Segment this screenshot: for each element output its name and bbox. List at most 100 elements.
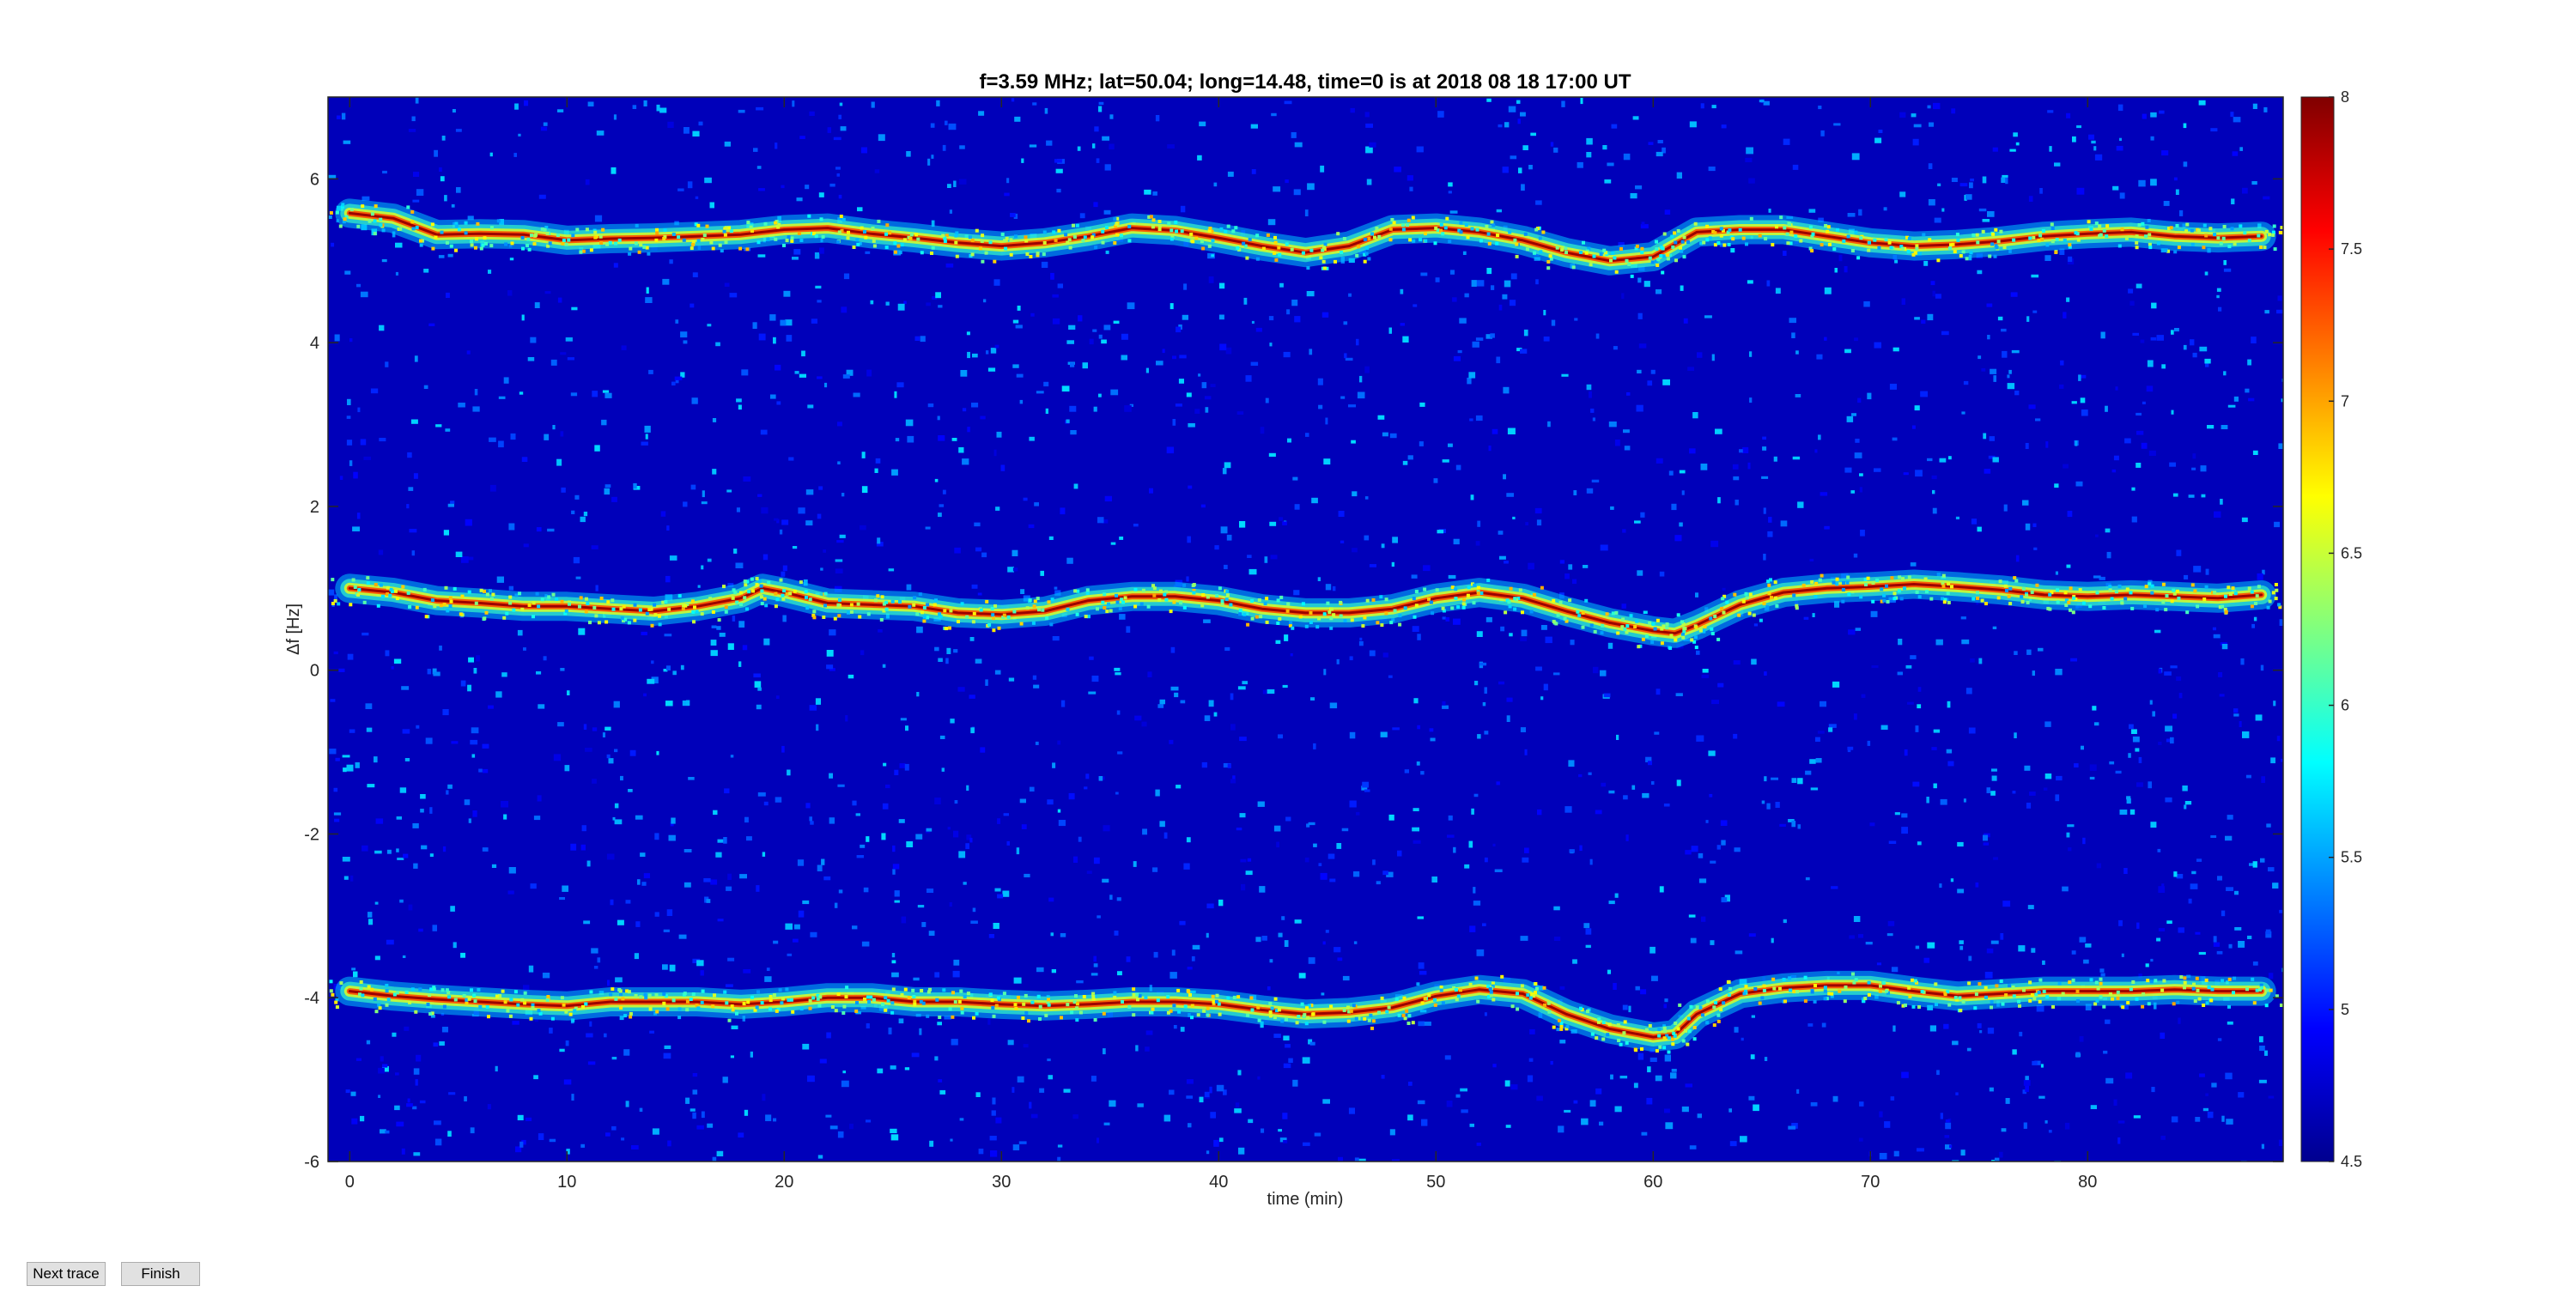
noise-cell (587, 1061, 596, 1065)
trace-speckle (942, 988, 946, 992)
trace-speckle (1670, 234, 1674, 239)
noise-cell (635, 921, 641, 927)
noise-cell (1832, 1095, 1838, 1102)
trace-speckle (1384, 597, 1388, 602)
noise-cell (664, 1045, 671, 1049)
noise-cell (1490, 333, 1495, 338)
trace-speckle (1660, 641, 1664, 646)
noise-cell (935, 292, 941, 299)
noise-cell (2054, 483, 2059, 488)
noise-cell (602, 732, 605, 737)
noise-cell (1849, 935, 1855, 939)
trace-speckle (2233, 591, 2238, 596)
trace-speckle (1971, 233, 1976, 237)
noise-cell (1536, 519, 1542, 526)
trace-speckle (353, 585, 357, 589)
trace-speckle (1406, 1022, 1411, 1025)
noise-cell (930, 123, 935, 128)
trace-speckle (1456, 605, 1461, 610)
next-trace-button[interactable]: Next trace (27, 1262, 106, 1286)
noise-cell (817, 513, 822, 519)
noise-cell (534, 302, 540, 308)
noise-cell (891, 960, 896, 964)
trace-speckle (2072, 596, 2076, 600)
noise-cell (1054, 159, 1062, 163)
trace-speckle (627, 621, 631, 625)
trace-speckle (1014, 1007, 1018, 1010)
trace-speckle (992, 1014, 996, 1018)
noise-cell (1362, 781, 1369, 788)
trace-speckle (1455, 998, 1459, 1002)
noise-cell (2191, 870, 2196, 875)
trace-speckle (909, 233, 914, 237)
trace-speckle (523, 991, 527, 995)
trace-speckle (968, 235, 972, 240)
noise-cell (1468, 372, 1476, 379)
noise-cell (1141, 721, 1147, 727)
noise-cell (1305, 433, 1309, 437)
noise-cell (1291, 132, 1297, 138)
finish-button[interactable]: Finish (121, 1262, 200, 1286)
trace-speckle (1648, 256, 1652, 260)
noise-cell (1933, 729, 1941, 733)
trace-speckle (2169, 226, 2173, 230)
noise-cell (1338, 511, 1345, 517)
noise-cell (1364, 496, 1369, 500)
trace-speckle (1492, 223, 1496, 227)
trace-speckle (1246, 1013, 1250, 1017)
noise-cell (2170, 665, 2178, 669)
noise-cell (1278, 734, 1283, 739)
noise-cell (967, 427, 970, 433)
trace-speckle (508, 1014, 513, 1018)
noise-cell (587, 101, 594, 106)
trace-speckle (460, 594, 465, 598)
noise-cell (2251, 181, 2257, 185)
noise-cell (518, 133, 521, 136)
trace-speckle (1749, 216, 1753, 221)
noise-cell (1249, 568, 1257, 575)
noise-cell (937, 1022, 942, 1026)
noise-cell (971, 584, 978, 589)
noise-cell (2175, 189, 2179, 195)
trace-speckle (1164, 590, 1169, 594)
trace-speckle (442, 603, 447, 607)
noise-cell (2096, 863, 2101, 869)
trace-speckle (978, 246, 982, 251)
trace-speckle (1276, 622, 1280, 625)
trace-speckle (2075, 989, 2080, 993)
noise-cell (1115, 792, 1119, 795)
trace-speckle (442, 1004, 447, 1009)
trace-speckle (1648, 1023, 1652, 1028)
noise-cell (1392, 537, 1398, 543)
noise-cell (1218, 282, 1225, 289)
trace-speckle (359, 986, 363, 991)
noise-cell (2055, 669, 2063, 676)
trace-speckle (598, 234, 603, 239)
trace-speckle (1611, 611, 1615, 616)
noise-cell (1175, 403, 1182, 407)
trace-speckle (1775, 225, 1778, 229)
noise-cell (646, 287, 649, 294)
trace-speckle (1771, 243, 1775, 247)
noise-cell (1854, 452, 1862, 458)
noise-cell (688, 777, 695, 780)
trace-speckle (727, 1018, 732, 1022)
noise-cell (2150, 337, 2157, 341)
noise-cell (473, 668, 477, 674)
noise-cell (1698, 852, 1704, 858)
noise-cell (1588, 772, 1592, 775)
noise-cell (826, 1032, 831, 1039)
noise-cell (468, 818, 471, 823)
noise-cell (2038, 647, 2044, 652)
trace-speckle (1311, 1012, 1315, 1016)
trace-speckle (1024, 1010, 1029, 1015)
noise-cell (738, 109, 745, 113)
noise-cell (703, 878, 711, 883)
noise-cell (1419, 441, 1424, 446)
noise-cell (1987, 335, 1990, 340)
trace-speckle (1518, 588, 1522, 592)
noise-cell (605, 726, 611, 731)
noise-cell (1437, 111, 1444, 118)
trace-speckle (1867, 248, 1871, 252)
trace-speckle (1169, 1009, 1173, 1013)
